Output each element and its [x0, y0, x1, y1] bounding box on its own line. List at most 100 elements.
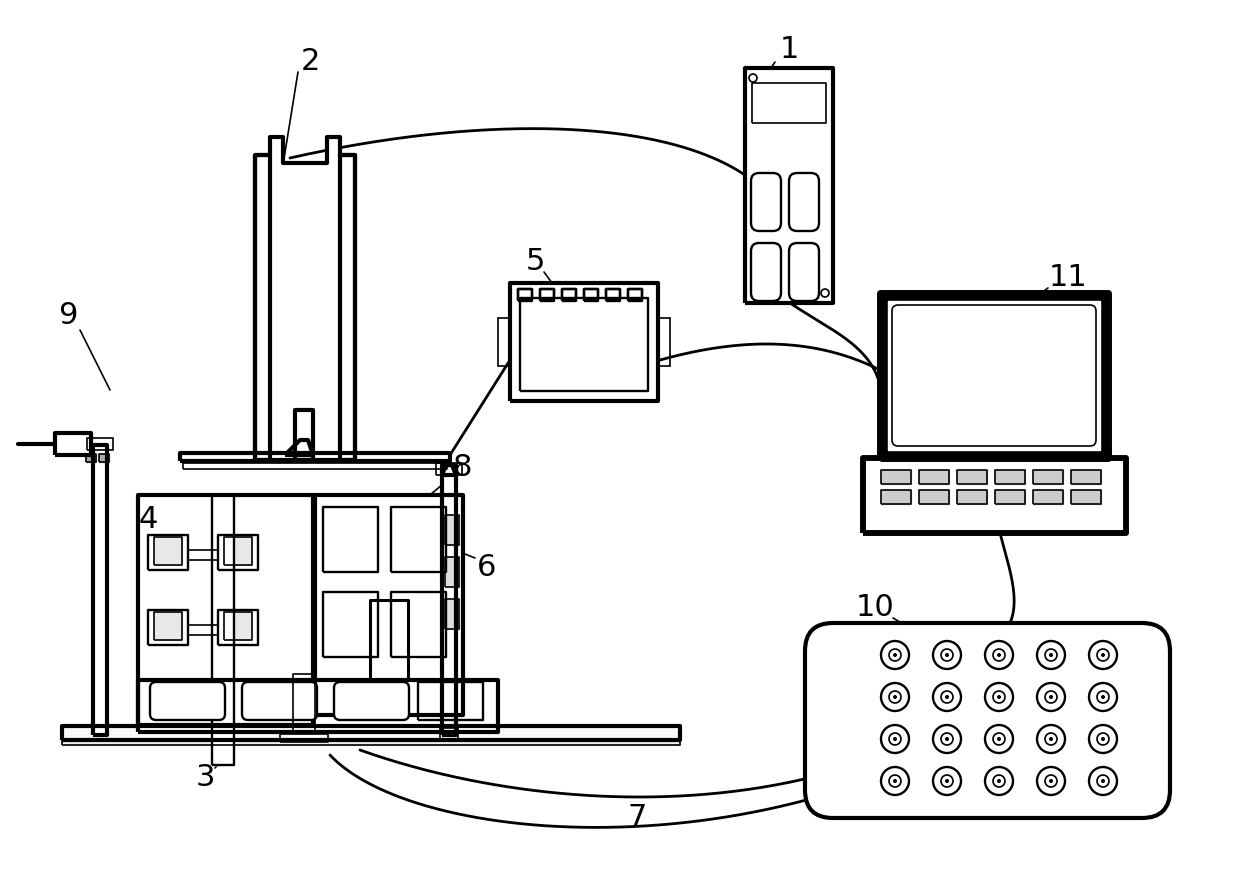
Polygon shape [880, 490, 911, 504]
Polygon shape [539, 289, 554, 299]
Polygon shape [880, 470, 911, 484]
Polygon shape [606, 289, 620, 301]
Circle shape [945, 779, 949, 783]
FancyBboxPatch shape [334, 682, 409, 720]
Polygon shape [445, 557, 459, 587]
Circle shape [1037, 683, 1065, 711]
Circle shape [993, 775, 1004, 787]
Polygon shape [322, 507, 378, 572]
Polygon shape [255, 155, 270, 460]
FancyBboxPatch shape [892, 305, 1096, 446]
Circle shape [889, 733, 901, 745]
Circle shape [997, 779, 1001, 783]
Polygon shape [293, 674, 315, 732]
Polygon shape [391, 592, 446, 657]
Polygon shape [93, 445, 107, 735]
Circle shape [993, 733, 1004, 745]
Polygon shape [584, 289, 598, 301]
Circle shape [880, 683, 909, 711]
Polygon shape [370, 600, 408, 680]
Polygon shape [188, 550, 218, 560]
Polygon shape [957, 470, 987, 484]
Polygon shape [1071, 470, 1101, 484]
Polygon shape [391, 507, 446, 572]
Circle shape [932, 641, 961, 669]
Circle shape [893, 737, 897, 741]
Polygon shape [280, 734, 329, 742]
Circle shape [1049, 779, 1053, 783]
Polygon shape [994, 490, 1025, 504]
Polygon shape [340, 155, 355, 460]
Polygon shape [322, 592, 378, 657]
Text: 8: 8 [454, 453, 472, 482]
Circle shape [1045, 691, 1056, 703]
Polygon shape [957, 490, 987, 504]
Circle shape [889, 691, 901, 703]
Polygon shape [99, 454, 109, 462]
Circle shape [1101, 779, 1105, 783]
Circle shape [941, 775, 954, 787]
FancyBboxPatch shape [150, 682, 224, 720]
Polygon shape [562, 289, 577, 299]
Circle shape [749, 74, 756, 82]
Circle shape [932, 683, 961, 711]
Polygon shape [1071, 490, 1101, 504]
Circle shape [1037, 725, 1065, 753]
Polygon shape [154, 537, 182, 565]
Text: 6: 6 [477, 553, 497, 582]
Polygon shape [445, 599, 459, 629]
Circle shape [1097, 649, 1109, 661]
Text: 4: 4 [139, 505, 157, 535]
Polygon shape [863, 458, 1126, 533]
Circle shape [1101, 695, 1105, 699]
Circle shape [821, 289, 830, 297]
Polygon shape [1033, 470, 1063, 484]
Text: 7: 7 [627, 804, 647, 833]
Circle shape [993, 649, 1004, 661]
Polygon shape [919, 490, 949, 504]
Polygon shape [518, 289, 532, 299]
Polygon shape [87, 438, 113, 450]
Polygon shape [224, 612, 252, 640]
Circle shape [1049, 653, 1053, 657]
Polygon shape [888, 301, 1100, 450]
Circle shape [893, 779, 897, 783]
Circle shape [932, 767, 961, 795]
Polygon shape [518, 289, 532, 301]
Circle shape [893, 695, 897, 699]
Circle shape [1101, 653, 1105, 657]
Circle shape [985, 725, 1013, 753]
Circle shape [880, 641, 909, 669]
Polygon shape [606, 289, 620, 299]
Polygon shape [62, 739, 680, 745]
Polygon shape [315, 495, 463, 715]
Polygon shape [510, 283, 658, 401]
Circle shape [1097, 775, 1109, 787]
Polygon shape [218, 610, 258, 645]
Circle shape [993, 691, 1004, 703]
Text: 5: 5 [526, 248, 544, 276]
Circle shape [1049, 695, 1053, 699]
Polygon shape [86, 454, 95, 462]
Circle shape [889, 775, 901, 787]
Circle shape [945, 737, 949, 741]
Circle shape [1037, 641, 1065, 669]
Polygon shape [295, 410, 312, 460]
Polygon shape [445, 515, 459, 545]
Circle shape [945, 653, 949, 657]
Circle shape [1101, 737, 1105, 741]
Polygon shape [218, 535, 258, 570]
Polygon shape [745, 68, 833, 303]
Polygon shape [184, 463, 446, 469]
Polygon shape [539, 289, 554, 301]
Polygon shape [148, 610, 188, 645]
Circle shape [941, 691, 954, 703]
FancyBboxPatch shape [242, 682, 317, 720]
Circle shape [1037, 767, 1065, 795]
Polygon shape [440, 728, 458, 740]
Circle shape [880, 725, 909, 753]
Circle shape [1045, 733, 1056, 745]
Circle shape [1097, 691, 1109, 703]
Polygon shape [138, 680, 498, 732]
Polygon shape [863, 458, 1126, 533]
